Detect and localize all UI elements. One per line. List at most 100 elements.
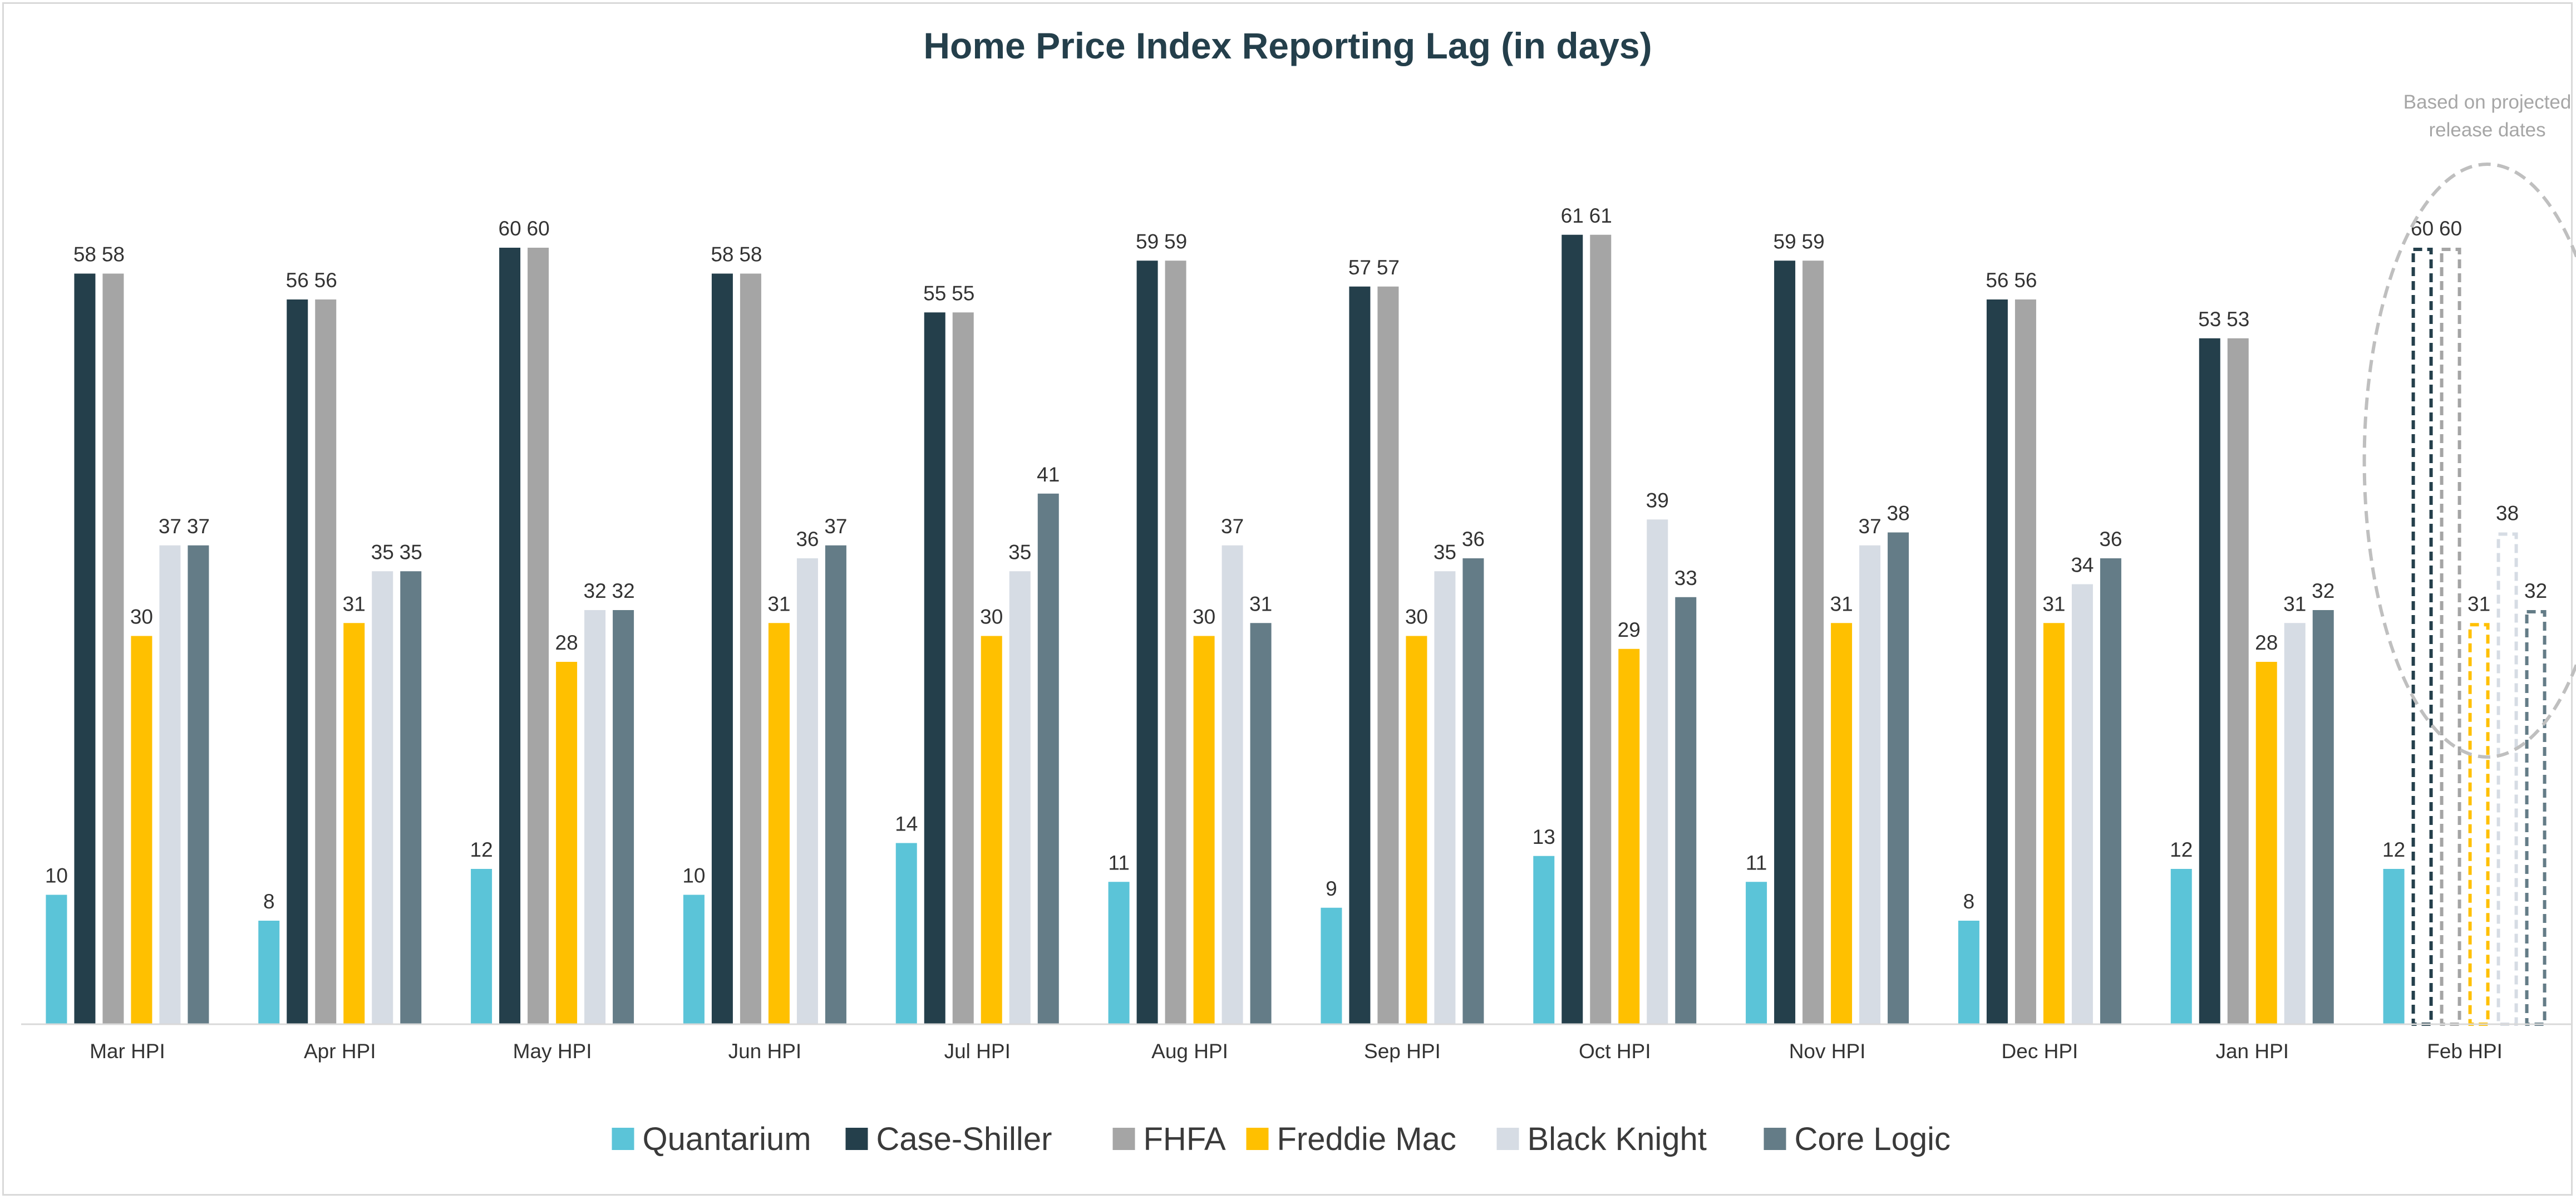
legend-item-black-knight: Black Knight bbox=[1496, 1121, 1707, 1157]
data-label-core-logic-aug-hpi: 31 bbox=[1249, 592, 1272, 615]
data-label-quantarium-sep-hpi: 9 bbox=[1326, 877, 1337, 900]
data-label-fhfa-feb-hpi: 60 bbox=[2439, 217, 2462, 240]
data-label-core-logic-may-hpi: 32 bbox=[612, 579, 635, 602]
bar-case-shiller-apr-hpi bbox=[287, 299, 308, 1024]
category-label-aug-hpi: Aug HPI bbox=[1151, 1040, 1228, 1063]
data-label-case-shiller-jan-hpi: 53 bbox=[2198, 308, 2221, 331]
bar-core-logic-jun-hpi bbox=[825, 545, 846, 1024]
category-label-may-hpi: May HPI bbox=[513, 1040, 592, 1063]
category-label-dec-hpi: Dec HPI bbox=[2002, 1040, 2078, 1063]
bar-case-shiller-feb-hpi bbox=[2411, 248, 2433, 1026]
data-label-case-shiller-dec-hpi: 56 bbox=[1986, 269, 2008, 292]
legend-item-quantarium: Quantarium bbox=[612, 1121, 811, 1157]
bar-quantarium-sep-hpi bbox=[1321, 907, 1342, 1024]
data-label-case-shiller-sep-hpi: 57 bbox=[1348, 256, 1371, 279]
data-label-fhfa-oct-hpi: 61 bbox=[1589, 204, 1612, 227]
data-label-freddie-mac-apr-hpi: 31 bbox=[343, 592, 366, 615]
data-label-core-logic-mar-hpi: 37 bbox=[187, 515, 210, 538]
bar-quantarium-jan-hpi bbox=[2170, 869, 2192, 1024]
data-label-freddie-mac-aug-hpi: 30 bbox=[1193, 606, 1215, 628]
data-label-black-knight-aug-hpi: 37 bbox=[1221, 515, 1244, 538]
data-label-black-knight-apr-hpi: 35 bbox=[371, 540, 394, 563]
data-label-core-logic-jan-hpi: 32 bbox=[2312, 579, 2334, 602]
bar-freddie-mac-nov-hpi bbox=[1831, 623, 1853, 1024]
data-label-quantarium-jan-hpi: 12 bbox=[2170, 838, 2193, 861]
legend-label-case-shiller: Case-Shiller bbox=[876, 1121, 1052, 1157]
data-label-fhfa-aug-hpi: 59 bbox=[1164, 230, 1187, 253]
bar-freddie-mac-dec-hpi bbox=[2043, 623, 2065, 1024]
bar-freddie-mac-jun-hpi bbox=[768, 623, 790, 1024]
data-label-case-shiller-mar-hpi: 58 bbox=[73, 243, 96, 266]
bar-fhfa-mar-hpi bbox=[102, 273, 124, 1024]
data-label-freddie-mac-feb-hpi: 31 bbox=[2467, 592, 2490, 615]
bar-black-knight-sep-hpi bbox=[1434, 571, 1456, 1024]
data-label-case-shiller-oct-hpi: 61 bbox=[1561, 204, 1584, 227]
data-label-case-shiller-apr-hpi: 56 bbox=[286, 269, 309, 292]
bar-black-knight-apr-hpi bbox=[372, 571, 393, 1024]
bar-case-shiller-jan-hpi bbox=[2199, 338, 2220, 1024]
data-label-core-logic-nov-hpi: 38 bbox=[1887, 502, 1910, 525]
legend-label-freddie-mac: Freddie Mac bbox=[1277, 1121, 1456, 1157]
bar-quantarium-feb-hpi bbox=[2383, 869, 2405, 1024]
bar-fhfa-nov-hpi bbox=[1802, 261, 1824, 1024]
bar-quantarium-dec-hpi bbox=[1958, 921, 1979, 1024]
bar-core-logic-may-hpi bbox=[613, 610, 634, 1024]
bar-quantarium-mar-hpi bbox=[46, 895, 67, 1024]
bar-black-knight-jan-hpi bbox=[2284, 623, 2306, 1024]
data-label-fhfa-nov-hpi: 59 bbox=[1802, 230, 1825, 253]
bars-group bbox=[46, 234, 2547, 1026]
legend-swatch-black-knight bbox=[1496, 1128, 1519, 1150]
data-label-fhfa-jan-hpi: 53 bbox=[2227, 308, 2249, 331]
data-label-case-shiller-nov-hpi: 59 bbox=[1774, 230, 1796, 253]
category-label-sep-hpi: Sep HPI bbox=[1364, 1040, 1441, 1063]
data-label-fhfa-may-hpi: 60 bbox=[527, 217, 550, 240]
bar-case-shiller-jun-hpi bbox=[711, 273, 733, 1024]
data-label-fhfa-apr-hpi: 56 bbox=[314, 269, 337, 292]
bar-black-knight-oct-hpi bbox=[1647, 519, 1668, 1024]
bar-fhfa-feb-hpi bbox=[2440, 248, 2461, 1026]
bar-fhfa-sep-hpi bbox=[1377, 286, 1399, 1024]
bar-core-logic-nov-hpi bbox=[1888, 532, 1909, 1024]
bar-quantarium-jun-hpi bbox=[683, 895, 705, 1024]
data-label-core-logic-apr-hpi: 35 bbox=[400, 540, 422, 563]
data-label-core-logic-jun-hpi: 37 bbox=[824, 515, 847, 538]
bar-core-logic-feb-hpi bbox=[2525, 610, 2547, 1026]
bar-fhfa-jan-hpi bbox=[2227, 338, 2249, 1024]
category-label-jun-hpi: Jun HPI bbox=[728, 1040, 802, 1063]
bar-core-logic-oct-hpi bbox=[1675, 597, 1697, 1024]
bar-quantarium-may-hpi bbox=[471, 869, 492, 1024]
data-label-black-knight-feb-hpi: 38 bbox=[2496, 502, 2519, 525]
bar-core-logic-mar-hpi bbox=[188, 545, 209, 1024]
projection-note: Based on projected release dates bbox=[2403, 91, 2572, 141]
category-label-oct-hpi: Oct HPI bbox=[1579, 1040, 1651, 1063]
data-label-black-knight-dec-hpi: 34 bbox=[2071, 554, 2094, 577]
bar-case-shiller-oct-hpi bbox=[1562, 234, 1583, 1024]
bar-fhfa-may-hpi bbox=[528, 248, 549, 1024]
bar-case-shiller-dec-hpi bbox=[1986, 299, 2008, 1024]
data-label-case-shiller-may-hpi: 60 bbox=[499, 217, 521, 240]
bar-fhfa-dec-hpi bbox=[2014, 299, 2036, 1024]
data-label-fhfa-sep-hpi: 57 bbox=[1377, 256, 1400, 279]
bar-freddie-mac-oct-hpi bbox=[1618, 648, 1640, 1024]
bar-quantarium-jul-hpi bbox=[895, 843, 917, 1024]
bar-black-knight-jul-hpi bbox=[1009, 571, 1031, 1024]
data-label-core-logic-dec-hpi: 36 bbox=[2099, 528, 2122, 551]
bar-fhfa-jun-hpi bbox=[740, 273, 761, 1024]
data-label-freddie-mac-oct-hpi: 29 bbox=[1618, 618, 1641, 641]
bar-core-logic-apr-hpi bbox=[400, 571, 422, 1024]
bar-case-shiller-mar-hpi bbox=[74, 273, 96, 1024]
data-label-freddie-mac-sep-hpi: 30 bbox=[1405, 606, 1428, 628]
bar-core-logic-jan-hpi bbox=[2312, 610, 2334, 1024]
bar-fhfa-jul-hpi bbox=[952, 312, 974, 1024]
bar-case-shiller-jul-hpi bbox=[924, 312, 945, 1024]
bar-freddie-mac-feb-hpi bbox=[2468, 623, 2490, 1026]
data-label-black-knight-jul-hpi: 35 bbox=[1008, 540, 1031, 563]
bar-black-knight-feb-hpi bbox=[2496, 532, 2518, 1026]
data-label-quantarium-oct-hpi: 13 bbox=[1533, 825, 1555, 848]
data-label-quantarium-apr-hpi: 8 bbox=[263, 890, 275, 913]
data-label-quantarium-nov-hpi: 11 bbox=[1746, 851, 1767, 874]
legend-item-fhfa: FHFA bbox=[1112, 1121, 1226, 1157]
bar-fhfa-aug-hpi bbox=[1165, 261, 1186, 1024]
